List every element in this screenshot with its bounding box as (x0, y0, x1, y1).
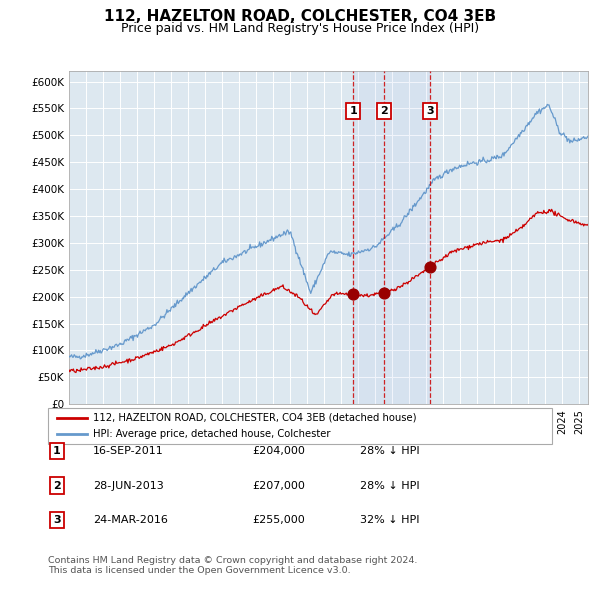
Point (425, 263, 435, 272)
Text: 3: 3 (427, 106, 434, 116)
Text: 112, HAZELTON ROAD, COLCHESTER, CO4 3EB: 112, HAZELTON ROAD, COLCHESTER, CO4 3EB (104, 9, 496, 24)
Text: 28% ↓ HPI: 28% ↓ HPI (360, 447, 419, 456)
Text: 2: 2 (53, 481, 61, 490)
Text: Price paid vs. HM Land Registry's House Price Index (HPI): Price paid vs. HM Land Registry's House … (121, 22, 479, 35)
Text: 24-MAR-2016: 24-MAR-2016 (93, 515, 168, 525)
Point (379, 288, 388, 297)
Text: 16-SEP-2011: 16-SEP-2011 (93, 447, 164, 456)
Text: 112, HAZELTON ROAD, COLCHESTER, CO4 3EB (detached house): 112, HAZELTON ROAD, COLCHESTER, CO4 3EB … (93, 413, 416, 423)
Text: 32% ↓ HPI: 32% ↓ HPI (360, 515, 419, 525)
Text: 28-JUN-2013: 28-JUN-2013 (93, 481, 164, 490)
Text: £255,000: £255,000 (252, 515, 305, 525)
Text: 3: 3 (53, 515, 61, 525)
Text: 2: 2 (380, 106, 388, 116)
Text: 1: 1 (53, 447, 61, 456)
Text: 1: 1 (349, 106, 357, 116)
Bar (353, 71, 430, 404)
Text: 28% ↓ HPI: 28% ↓ HPI (360, 481, 419, 490)
Text: £204,000: £204,000 (252, 447, 305, 456)
Point (349, 290, 358, 299)
Text: HPI: Average price, detached house, Colchester: HPI: Average price, detached house, Colc… (93, 429, 331, 439)
Text: £207,000: £207,000 (252, 481, 305, 490)
Text: Contains HM Land Registry data © Crown copyright and database right 2024.
This d: Contains HM Land Registry data © Crown c… (48, 556, 418, 575)
